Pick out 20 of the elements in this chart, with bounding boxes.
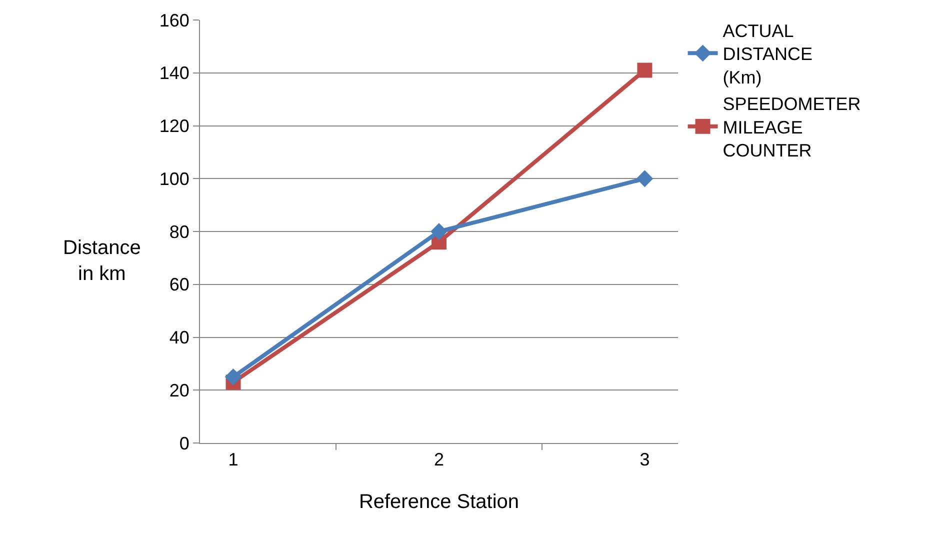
point [224, 368, 242, 386]
y-tick-label: 100 [159, 168, 190, 189]
point [637, 62, 652, 78]
x-tick-label: 2 [434, 450, 444, 470]
legend-label: ACTUAL DISTANCE (Km) [722, 20, 812, 88]
x-tick-label: 3 [640, 450, 650, 470]
y-tick-label: 0 [179, 433, 190, 454]
y-tick-label: 80 [169, 222, 190, 242]
y-tick-label: 20 [169, 380, 190, 400]
y-tick-label: 120 [159, 116, 190, 136]
x-tick-label: 1 [228, 450, 238, 470]
point [430, 223, 448, 240]
legend-label: SPEEDOMETER MILEAGE COUNTER [722, 94, 861, 161]
point [636, 170, 654, 188]
y-axis-title: Distance in km [63, 237, 141, 285]
y-tick-label: 160 [159, 10, 190, 30]
x-axis-title: Reference Station [358, 491, 520, 514]
y-tick-label: 140 [159, 63, 190, 84]
y-tick-label: 60 [169, 274, 190, 295]
y-tick-label: 40 [169, 328, 190, 348]
